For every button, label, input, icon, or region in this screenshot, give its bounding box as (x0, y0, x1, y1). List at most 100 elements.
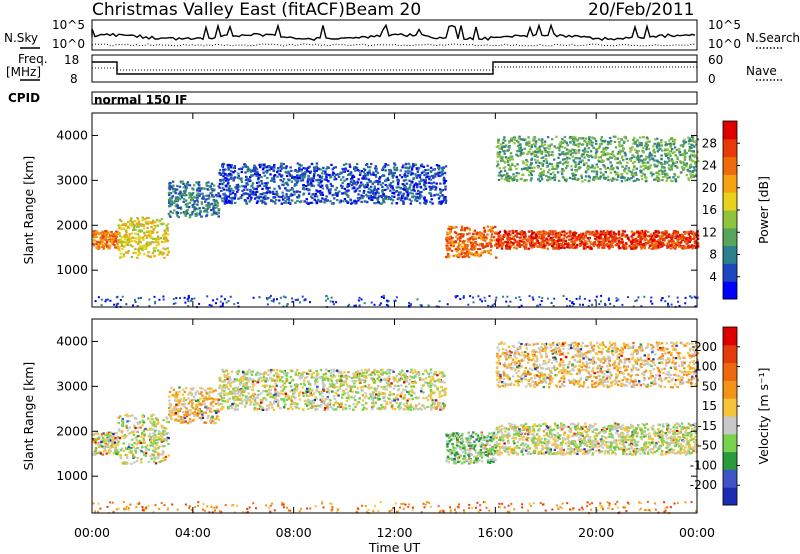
data-cell (317, 168, 320, 171)
data-cell (281, 191, 284, 194)
data-cell (498, 243, 501, 246)
data-cell (153, 295, 156, 298)
data-cell (574, 232, 578, 235)
data-cell (522, 152, 526, 155)
data-cell (651, 235, 654, 238)
data-cell (95, 236, 98, 239)
data-cell (531, 233, 534, 236)
data-cell (617, 245, 620, 248)
data-cell (554, 235, 557, 238)
data-cell (597, 237, 601, 240)
data-cell (168, 185, 171, 188)
data-cell (563, 135, 567, 139)
data-cell (586, 166, 589, 169)
data-cell (624, 137, 628, 140)
data-cell (169, 203, 172, 206)
data-cell (287, 201, 290, 204)
data-cell (590, 144, 594, 147)
data-cell (429, 200, 432, 204)
data-cell (427, 168, 430, 171)
data-cell (115, 230, 118, 233)
data-cell (241, 185, 244, 188)
data-cell (487, 251, 490, 254)
data-cell (106, 230, 109, 233)
data-cell (668, 233, 671, 236)
data-cell (509, 300, 512, 303)
data-cell (357, 178, 360, 181)
data-cell (309, 180, 313, 183)
data-cell (123, 234, 127, 237)
data-cell (528, 166, 531, 169)
data-cell (542, 159, 546, 163)
data-cell (283, 201, 286, 204)
data-cell (609, 234, 612, 237)
data-cell (275, 199, 278, 202)
data-cell (171, 180, 175, 183)
data-cell (226, 189, 229, 192)
data-cell (105, 438, 109, 441)
data-cell (248, 200, 251, 203)
data-cell (511, 178, 514, 181)
data-cell (559, 145, 562, 148)
data-cell (658, 148, 661, 151)
data-cell (688, 155, 692, 158)
data-cell (536, 166, 540, 169)
data-cell (479, 242, 482, 246)
data-cell (589, 241, 592, 244)
data-cell (147, 230, 150, 233)
data-cell (190, 194, 194, 197)
data-cell (126, 456, 129, 459)
data-cell (204, 200, 207, 203)
data-cell (96, 432, 100, 435)
data-cell (305, 168, 309, 171)
data-cell (516, 232, 519, 235)
data-cell (607, 238, 611, 241)
data-cell (534, 145, 537, 148)
data-cell (443, 177, 446, 180)
data-cell (650, 174, 654, 177)
data-cell (515, 153, 518, 156)
data-cell (273, 200, 276, 204)
data-cell (482, 236, 486, 239)
data-cell (618, 143, 621, 146)
data-cell (170, 200, 174, 203)
data-cell (655, 171, 658, 174)
data-cell (676, 239, 680, 242)
data-cell (675, 232, 678, 235)
data-cell (519, 146, 523, 149)
data-cell (655, 175, 659, 178)
data-cell (114, 235, 117, 238)
data-cell (615, 297, 618, 300)
data-cell (616, 167, 619, 170)
data-cell (310, 177, 313, 180)
data-cell (597, 147, 601, 150)
data-cell (222, 188, 226, 191)
data-cell (609, 243, 613, 246)
data-cell (234, 186, 237, 189)
data-cell (205, 209, 208, 212)
data-cell (370, 301, 373, 304)
data-cell (281, 194, 285, 197)
data-cell (303, 299, 306, 302)
data-cell (671, 239, 674, 242)
data-cell (561, 141, 564, 144)
data-cell (545, 160, 549, 163)
data-cell (449, 228, 453, 231)
data-cell (219, 180, 223, 183)
data-cell (313, 169, 316, 172)
data-cell (317, 184, 320, 187)
data-cell (653, 163, 656, 166)
data-cell (663, 160, 667, 163)
data-cell (446, 231, 449, 234)
data-cell (213, 188, 216, 191)
data-cell (693, 295, 696, 298)
data-cell (401, 200, 405, 203)
data-cell (218, 172, 221, 175)
data-cell (318, 190, 322, 193)
data-cell (553, 145, 556, 148)
data-cell (623, 230, 626, 233)
data-cell (284, 296, 287, 299)
data-cell (545, 146, 549, 149)
data-cell (146, 222, 150, 226)
data-cell (660, 235, 664, 238)
